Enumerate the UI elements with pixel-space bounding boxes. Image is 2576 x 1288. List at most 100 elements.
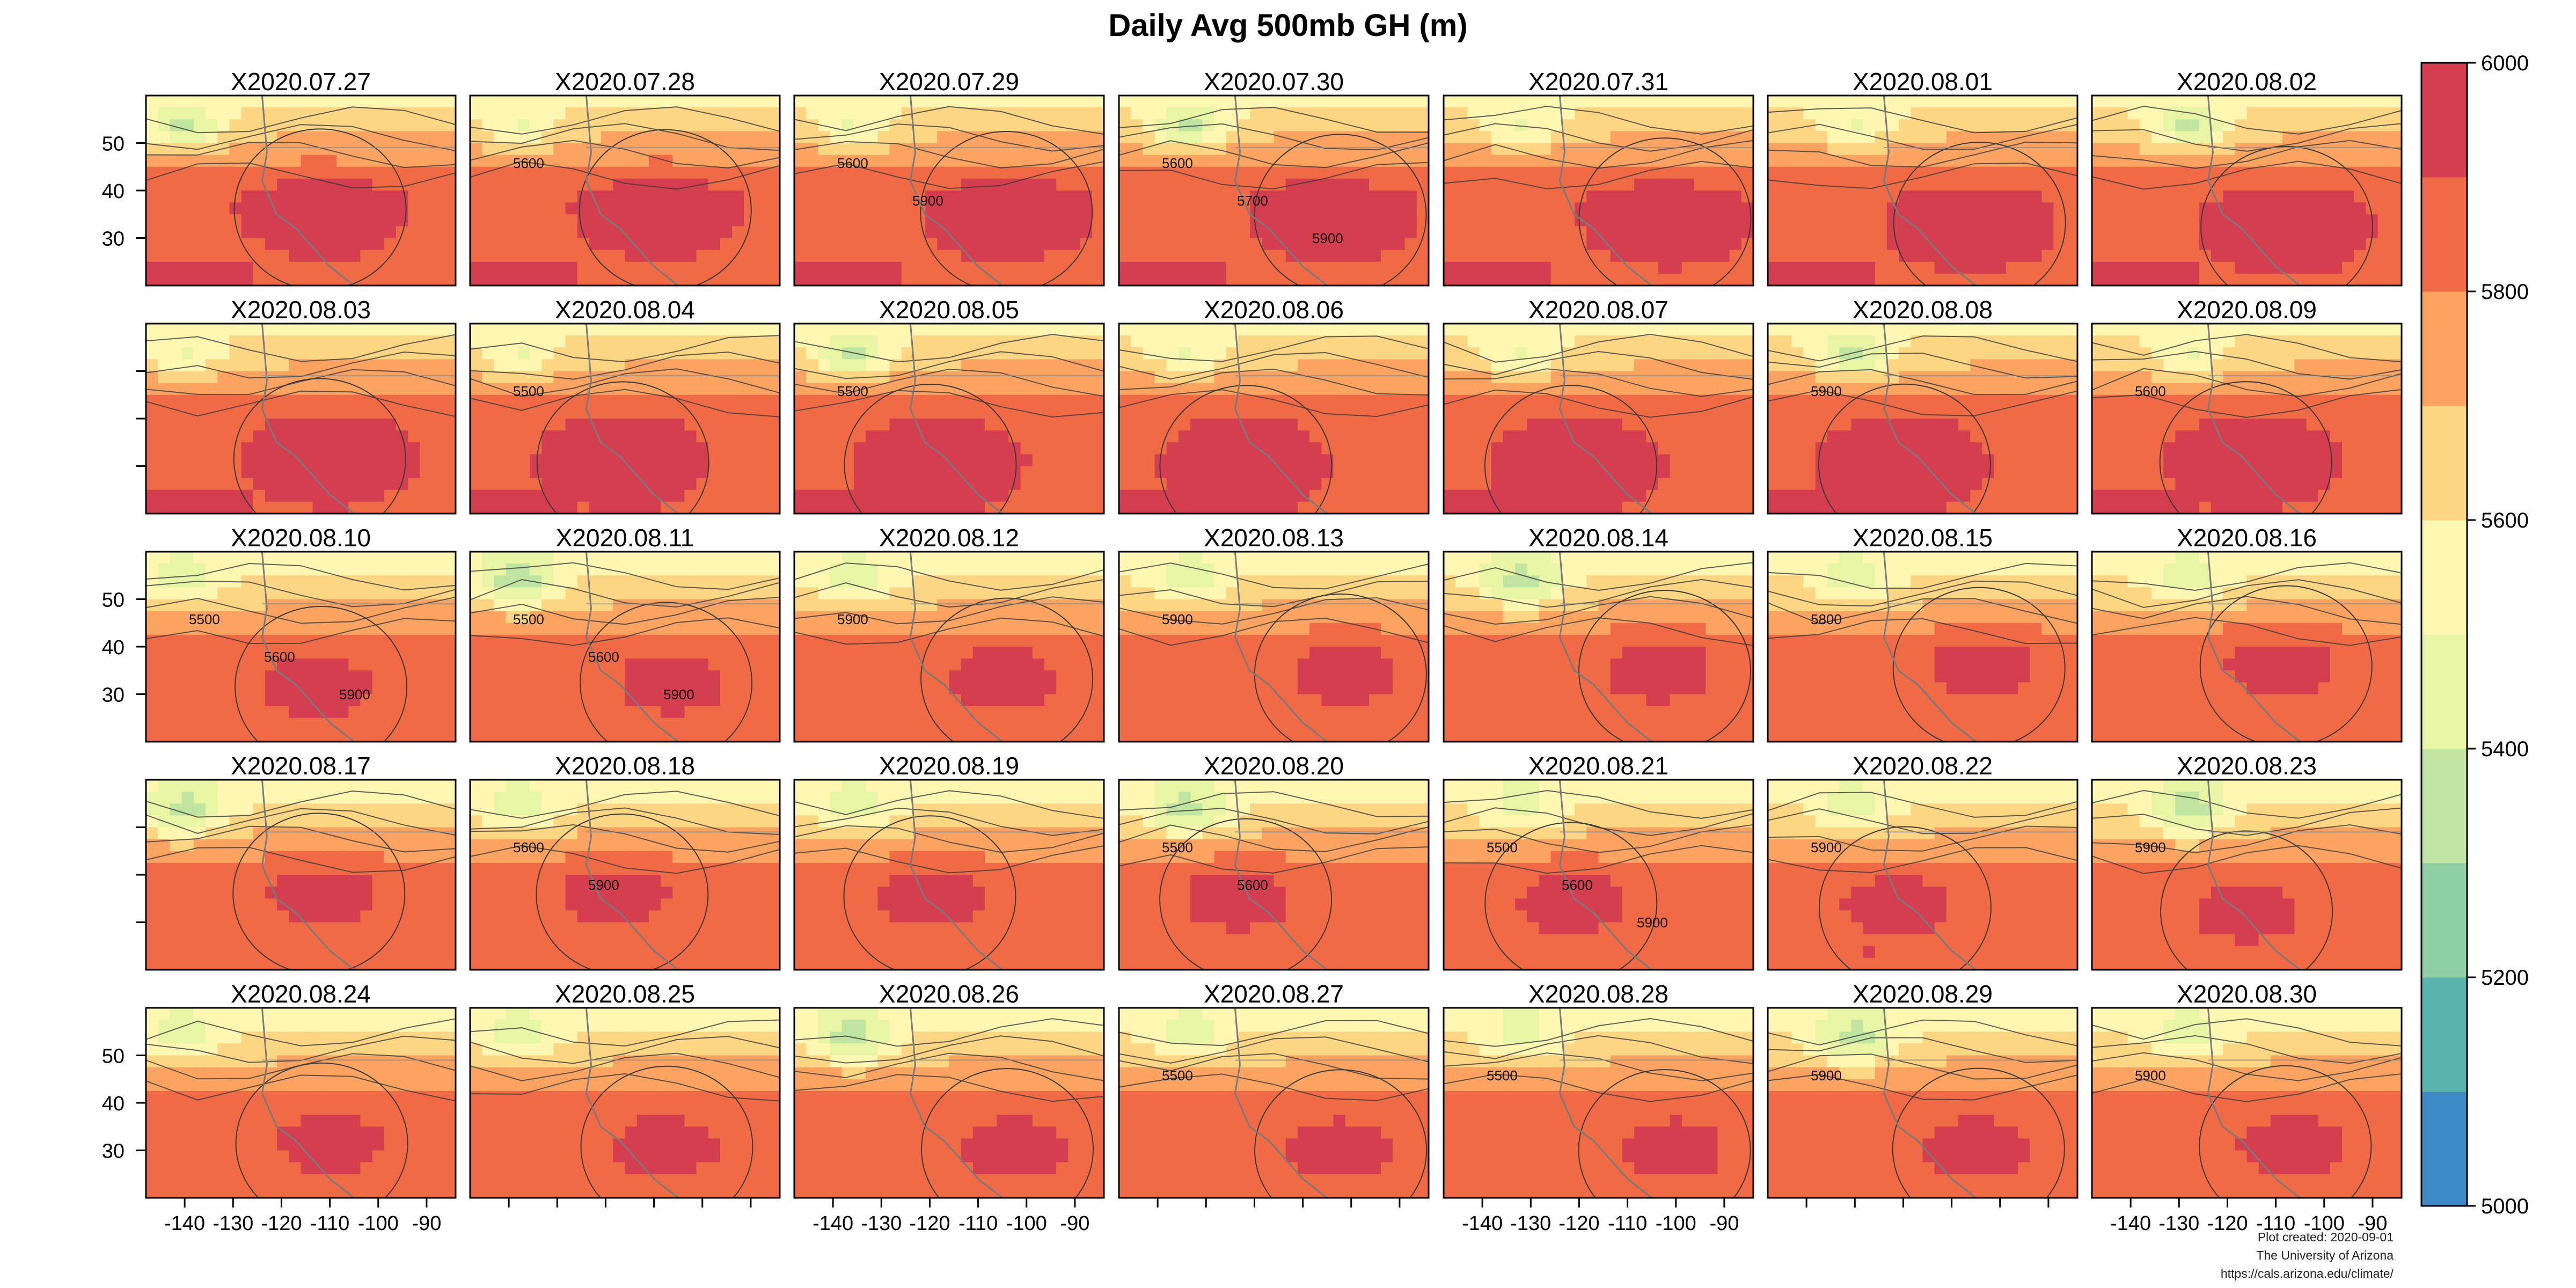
grid-cell — [684, 250, 697, 262]
grid-cell — [1119, 442, 1131, 455]
grid-cell — [853, 226, 866, 239]
grid-cell — [1274, 143, 1286, 156]
grid-cell — [1416, 359, 1429, 372]
grid-cell — [482, 261, 494, 274]
grid-cell — [360, 119, 373, 131]
grid-cell — [253, 191, 266, 203]
grid-cell — [1455, 143, 1468, 156]
grid-cell — [708, 324, 721, 336]
grid-cell — [1982, 250, 1995, 262]
grid-cell — [289, 96, 302, 108]
grid-cell — [577, 442, 590, 455]
grid-cell — [601, 430, 613, 443]
grid-cell — [767, 430, 780, 443]
grid-cell — [589, 466, 602, 479]
grid-cell — [1044, 96, 1057, 108]
grid-cell — [636, 202, 649, 215]
grid-cell — [529, 96, 542, 108]
grid-cell — [830, 406, 843, 419]
grid-cell — [1008, 191, 1021, 203]
grid-cell — [625, 155, 638, 167]
grid-cell — [1444, 394, 1456, 407]
grid-cell — [1515, 96, 1527, 108]
grid-cell — [408, 335, 421, 348]
grid-cell — [1056, 238, 1069, 251]
grid-cell — [937, 178, 950, 191]
grid-cell — [985, 406, 997, 419]
grid-cell — [1970, 178, 1983, 191]
grid-cell — [661, 131, 673, 144]
grid-cell — [1803, 191, 1816, 203]
grid-cell — [1357, 155, 1370, 167]
grid-cell — [696, 119, 709, 131]
grid-cell — [289, 466, 302, 479]
grid-cell — [1166, 96, 1179, 108]
grid-cell — [1741, 155, 1753, 167]
grid-cell — [913, 347, 926, 360]
grid-cell — [193, 359, 206, 372]
grid-cell — [767, 394, 780, 407]
grid-cell — [1345, 178, 1358, 191]
grid-cell — [396, 383, 408, 396]
grid-cell — [1357, 501, 1370, 514]
grid-cell — [265, 454, 277, 467]
grid-cell — [2030, 238, 2043, 251]
grid-cell — [1381, 166, 1394, 179]
grid-cell — [1166, 347, 1179, 360]
grid-cell — [1586, 107, 1599, 120]
grid-cell — [1008, 155, 1021, 167]
grid-cell — [1032, 166, 1045, 179]
grid-cell — [1154, 238, 1167, 251]
grid-cell — [1706, 250, 1718, 262]
grid-cell — [1092, 226, 1104, 239]
grid-cell — [372, 359, 385, 372]
grid-cell — [1479, 238, 1492, 251]
grid-cell — [1381, 324, 1394, 336]
grid-cell — [229, 335, 242, 348]
grid-cell — [2116, 96, 2128, 108]
grid-cell — [1044, 143, 1057, 156]
grid-cell — [841, 442, 854, 455]
grid-cell — [408, 119, 421, 131]
grid-cell — [2041, 226, 2054, 239]
grid-cell — [1274, 166, 1286, 179]
grid-cell — [2389, 131, 2402, 144]
grid-cell — [312, 273, 325, 286]
grid-cell — [648, 250, 661, 262]
grid-cell — [1285, 214, 1298, 226]
grid-cell — [1008, 324, 1021, 336]
grid-cell — [1875, 214, 1887, 226]
grid-cell — [913, 478, 926, 491]
grid-cell — [684, 394, 697, 407]
grid-cell — [1491, 119, 1504, 131]
grid-cell — [301, 406, 313, 419]
grid-cell — [2092, 155, 2104, 167]
grid-cell — [1958, 202, 1971, 215]
grid-cell — [1190, 501, 1203, 514]
grid-cell — [1321, 202, 1334, 215]
grid-cell — [806, 143, 818, 156]
grid-cell — [170, 442, 182, 455]
grid-cell — [1575, 119, 1587, 131]
grid-cell — [158, 155, 170, 167]
grid-cell — [1178, 383, 1191, 396]
grid-cell — [985, 250, 997, 262]
grid-cell — [1333, 238, 1346, 251]
grid-cell — [1958, 119, 1971, 131]
grid-cell — [2053, 131, 2066, 144]
grid-cell — [1717, 442, 1730, 455]
grid-cell — [613, 155, 626, 167]
grid-cell — [1851, 250, 1864, 262]
grid-cell — [1131, 371, 1143, 384]
grid-cell — [589, 335, 602, 348]
grid-cell — [2030, 273, 2043, 286]
grid-cell — [589, 324, 602, 336]
grid-cell — [1444, 430, 1456, 443]
grid-cell — [312, 501, 325, 514]
grid-cell — [336, 273, 349, 286]
grid-cell — [470, 226, 482, 239]
grid-cell — [1154, 430, 1167, 443]
grid-cell — [2065, 238, 2077, 251]
grid-cell — [1190, 489, 1203, 502]
grid-cell — [877, 178, 890, 191]
